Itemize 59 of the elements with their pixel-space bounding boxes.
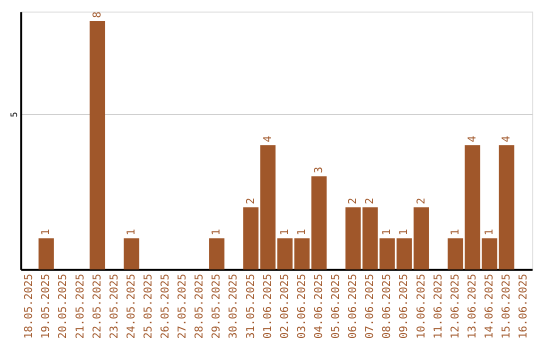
x-tick-label: 03.06.2025 bbox=[294, 274, 308, 339]
x-tick-label: 09.06.2025 bbox=[397, 274, 410, 339]
x-tick-label: 01.06.2025 bbox=[260, 274, 274, 339]
bar bbox=[311, 176, 327, 270]
x-tick-label: 06.06.2025 bbox=[346, 274, 360, 339]
x-tick-label: 23.05.2025 bbox=[107, 274, 120, 339]
data-label: 1 bbox=[294, 228, 308, 236]
data-label: 3 bbox=[312, 166, 325, 174]
x-tick-label: 25.05.2025 bbox=[141, 274, 154, 339]
data-label: 1 bbox=[397, 228, 410, 236]
data-label: 1 bbox=[39, 228, 52, 236]
x-tick-label: 14.06.2025 bbox=[482, 274, 496, 339]
data-label: 1 bbox=[124, 228, 138, 236]
y-tick-label: 5 bbox=[10, 112, 20, 118]
data-label: 1 bbox=[278, 228, 291, 236]
x-tick-label: 11.06.2025 bbox=[431, 274, 444, 339]
x-tick-label: 21.05.2025 bbox=[73, 274, 86, 339]
data-label: 4 bbox=[500, 136, 513, 142]
bar bbox=[498, 145, 514, 270]
x-tick-label: 12.06.2025 bbox=[448, 274, 462, 339]
data-label: 1 bbox=[210, 228, 223, 236]
x-tick-label: 13.06.2025 bbox=[465, 274, 478, 339]
data-label: 4 bbox=[260, 136, 274, 142]
x-tick-label: 31.05.2025 bbox=[244, 274, 257, 339]
data-label: 8 bbox=[90, 12, 104, 18]
bar bbox=[482, 238, 498, 270]
bar bbox=[294, 238, 310, 270]
x-tick-label: 19.05.2025 bbox=[39, 274, 52, 339]
x-tick-label: 28.05.2025 bbox=[192, 274, 206, 339]
data-label: 2 bbox=[363, 198, 376, 204]
x-tick-label: 27.05.2025 bbox=[176, 274, 189, 339]
data-label: 1 bbox=[482, 228, 496, 236]
bar bbox=[464, 145, 480, 270]
data-label: 2 bbox=[244, 198, 257, 204]
data-label: 2 bbox=[414, 198, 428, 204]
x-tick-label: 29.05.2025 bbox=[210, 274, 223, 339]
bar bbox=[90, 20, 106, 270]
x-tick-label: 18.05.2025 bbox=[22, 274, 36, 339]
x-tick-label: 15.06.2025 bbox=[500, 274, 513, 339]
data-label: 1 bbox=[380, 228, 394, 236]
data-label: 4 bbox=[465, 136, 478, 142]
x-tick-label: 07.06.2025 bbox=[363, 274, 376, 339]
bar bbox=[38, 238, 54, 270]
x-tick-label: 02.06.2025 bbox=[278, 274, 291, 339]
x-tick-label: 10.06.2025 bbox=[414, 274, 428, 339]
x-tick-label: 08.06.2025 bbox=[380, 274, 394, 339]
x-tick-label: 30.05.2025 bbox=[226, 274, 240, 339]
x-tick-label: 05.06.2025 bbox=[329, 274, 342, 339]
x-tick-label: 22.05.2025 bbox=[90, 274, 104, 339]
x-tick-label: 20.05.2025 bbox=[56, 274, 70, 339]
x-tick-label: 24.05.2025 bbox=[124, 274, 138, 339]
x-tick-label: 16.06.2025 bbox=[516, 274, 530, 339]
bar bbox=[448, 238, 464, 270]
bar bbox=[209, 238, 224, 270]
data-label: 1 bbox=[448, 228, 462, 236]
data-label: 2 bbox=[346, 198, 360, 204]
bar bbox=[124, 238, 140, 270]
x-tick-label: 26.05.2025 bbox=[158, 274, 172, 339]
x-tick-label: 04.06.2025 bbox=[312, 274, 325, 339]
